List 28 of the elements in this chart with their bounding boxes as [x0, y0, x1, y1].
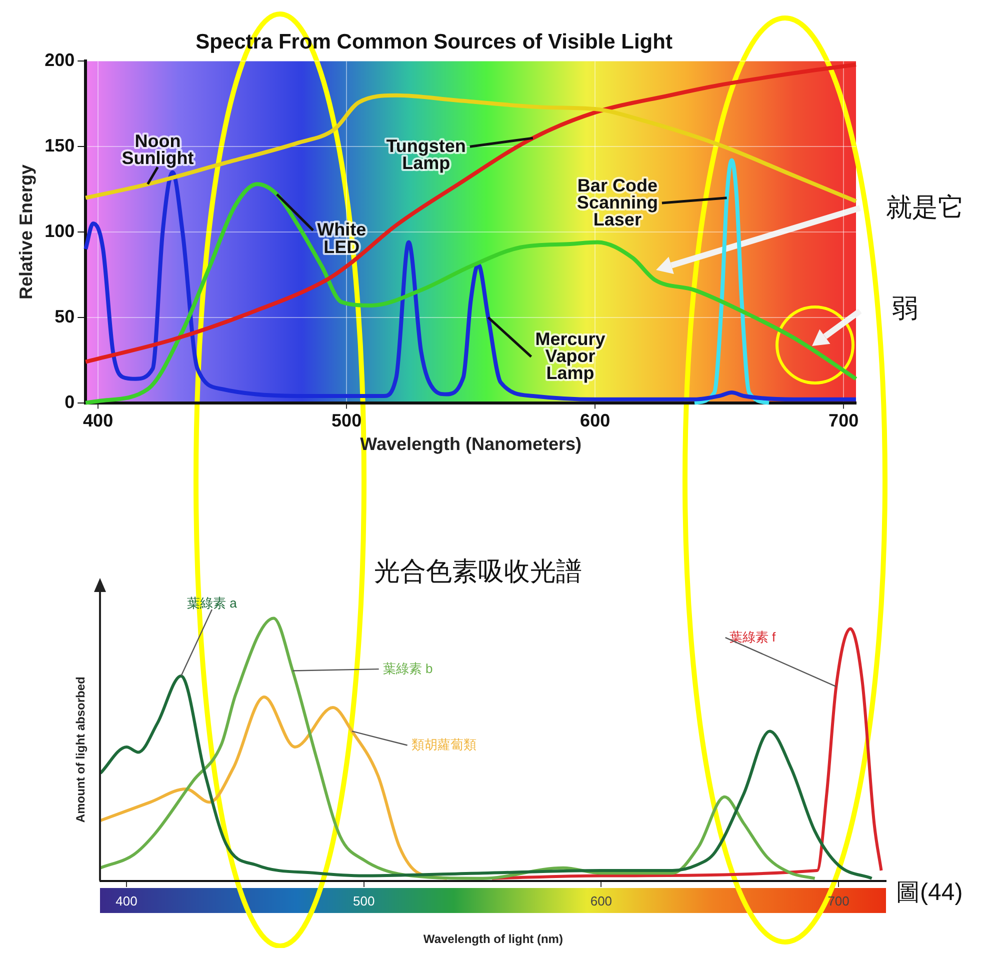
x-axis-title: Wavelength of light (nm) [423, 932, 563, 946]
y-tick-label: 100 [44, 220, 75, 241]
series-label: Noon Sunlight [122, 130, 194, 168]
series-label: Tungsten Lamp [386, 136, 466, 174]
chart-title: 光合色素吸收光譜 [374, 556, 582, 586]
x-tick-label: 500 [352, 893, 375, 908]
y-tick-label: 150 [44, 136, 75, 156]
text: 葉綠素 b [382, 660, 433, 676]
y-tick-label: 0 [64, 392, 75, 412]
x-tick-label: 500 [332, 410, 362, 431]
text: Bar Code Scanning Laser [576, 175, 658, 230]
line-series [692, 158, 772, 405]
y-tick-label: 200 [44, 50, 75, 70]
y-axis-title: Relative Energy [16, 164, 36, 300]
text: 圖(44) [896, 878, 963, 908]
text: 弱 [892, 292, 918, 325]
text: 類胡蘿蔔類 [411, 737, 476, 752]
x-tick-label: 700 [828, 410, 859, 431]
text: 就是它 [886, 191, 964, 224]
x-tick-label: 400 [116, 893, 138, 908]
x-tick-label: 700 [828, 893, 850, 908]
text: 葉綠素 f [729, 629, 776, 644]
x-tick-label: 400 [83, 410, 114, 431]
y-tick-label: 50 [54, 306, 75, 326]
y-axis-title: Amount of light absorbed [74, 676, 88, 823]
x-tick-label: 600 [590, 893, 612, 908]
x-tick-label: 600 [580, 410, 610, 431]
series-label: Mercury Vapor Lamp [535, 329, 606, 384]
